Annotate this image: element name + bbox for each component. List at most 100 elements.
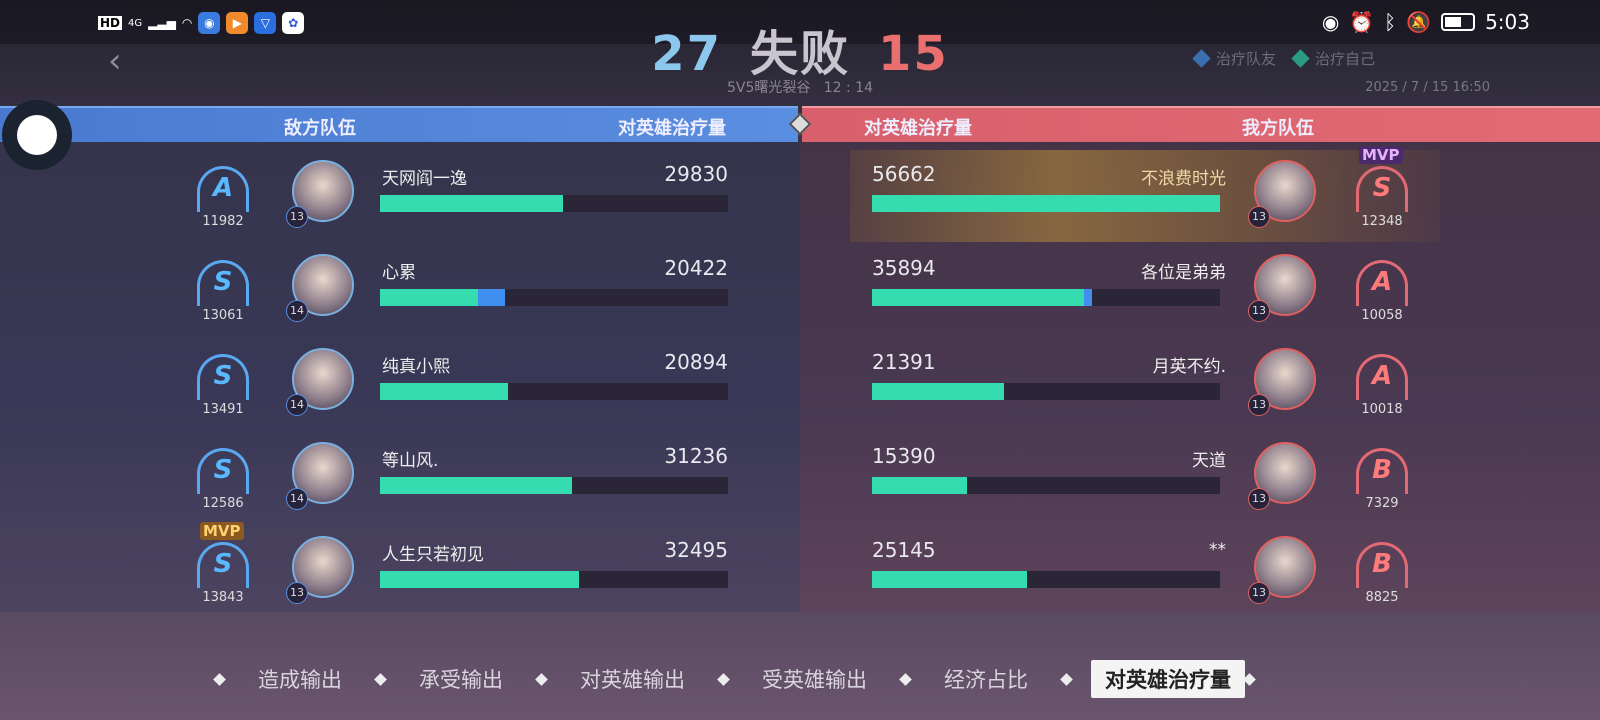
tab-5[interactable]: 对英雄治疗量 — [1091, 660, 1245, 698]
back-button[interactable]: ‹ — [108, 41, 122, 81]
hero-level: 13 — [286, 582, 308, 604]
ally-header: 对英雄治疗量 我方队伍 — [802, 106, 1600, 142]
heal-bar — [872, 571, 1220, 588]
player-name: 人生只若初见 — [382, 545, 484, 565]
diamond-separator-icon — [1060, 672, 1073, 686]
ally-player-row[interactable]: S 12348 MVP 13 不浪费时光 56662 — [0, 146, 1600, 236]
player-name: 天道 — [1192, 451, 1226, 471]
match-result: 失败 — [749, 26, 850, 82]
diamond-separator-icon — [213, 672, 226, 686]
hero-level: 13 — [286, 206, 308, 228]
ally-player-row[interactable]: B 7329 13 天道 15390 — [0, 428, 1600, 518]
tab-2[interactable]: 对英雄输出 — [580, 668, 685, 692]
floating-assistive-button[interactable] — [2, 100, 72, 170]
self-heal-fill — [872, 477, 967, 494]
hero-level: 13 — [1248, 394, 1270, 416]
grade-badge: S — [197, 260, 249, 306]
self-heal-fill — [380, 195, 564, 212]
legend-label: 治疗队友 — [1216, 50, 1277, 68]
match-datetime: 2025 / 7 / 15 16:50 — [1365, 80, 1490, 95]
hero-level: 13 — [1248, 488, 1270, 510]
heal-bar — [872, 477, 1220, 494]
enemy-player-row[interactable]: S 12586 14 等山风. 31236 — [0, 428, 1600, 518]
enemy-player-row[interactable]: S 13491 14 纯真小熙 20894 — [0, 334, 1600, 424]
match-info: 5V5曙光裂谷 12 : 14 — [0, 77, 1600, 97]
mvp-badge: MVP — [200, 522, 244, 540]
tab-1[interactable]: 承受输出 — [419, 668, 503, 692]
teammate-heal-fill — [477, 289, 506, 306]
enemy-team-label: 敌方队伍 — [284, 118, 356, 139]
game-mode: 5V5曙光裂谷 — [726, 80, 811, 96]
ally-player-row[interactable]: A 10018 13 月英不约. 21391 — [0, 334, 1600, 424]
diamond-separator-icon — [899, 672, 912, 686]
self-heal-fill — [380, 571, 580, 588]
diamond-separator-icon — [717, 672, 730, 686]
heal-bar — [872, 195, 1220, 212]
tab-4[interactable]: 经济占比 — [944, 668, 1028, 692]
diamond-icon — [1192, 49, 1211, 68]
ally-player-row[interactable]: B 8825 13 ** 25145 — [0, 522, 1600, 612]
grade-score: 13843 — [202, 590, 244, 605]
enemy-panel — [0, 142, 800, 612]
wifi-icon: ◠ — [181, 16, 193, 30]
heal-bar — [380, 477, 728, 494]
ally-player-row[interactable]: A 10058 13 各位是弟弟 35894 — [0, 240, 1600, 330]
heal-bar — [872, 289, 1220, 306]
diamond-separator-icon — [374, 672, 387, 686]
self-heal-fill — [380, 383, 509, 400]
player-name: 等山风. — [382, 451, 439, 471]
diamond-icon — [1291, 49, 1310, 68]
legend: 治疗队友 治疗自己 — [1192, 49, 1376, 68]
legend-label: 治疗自己 — [1315, 50, 1376, 68]
enemy-player-row[interactable]: A 11982 13 天网阎一逸 29830 — [0, 146, 1600, 236]
grade-score: 8825 — [1365, 590, 1399, 605]
player-name: 天网阎一逸 — [382, 169, 467, 189]
heal-value: 21391 — [872, 350, 936, 374]
app-icon: ▶ — [226, 12, 249, 34]
enemy-player-row[interactable]: S 13061 14 心累 20422 — [0, 240, 1600, 330]
grade-badge: A — [1356, 260, 1408, 306]
hero-avatar[interactable] — [1254, 160, 1316, 222]
self-heal-fill — [872, 383, 1004, 400]
player-name: 纯真小熙 — [382, 357, 450, 377]
player-name: 不浪费时光 — [1141, 169, 1226, 189]
heal-bar — [380, 383, 728, 400]
grade-score: 7329 — [1365, 496, 1399, 511]
grade-score: 13491 — [202, 402, 244, 417]
legend-teammate: 治疗队友 — [1192, 49, 1277, 68]
tab-3[interactable]: 受英雄输出 — [762, 668, 867, 692]
match-score: 27 失败 15 — [0, 14, 1600, 84]
heal-value: 31236 — [664, 444, 728, 468]
grade-score: 13061 — [202, 308, 244, 323]
grade-badge: S — [197, 448, 249, 494]
heal-value: 56662 — [872, 162, 936, 186]
enemy-player-row[interactable]: S 13843 MVP 13 人生只若初见 32495 — [0, 522, 1600, 612]
bluetooth-icon: ᛒ — [1384, 10, 1397, 34]
status-right: ◉ ⏰ ᛒ 🔕 5:03 — [1322, 10, 1530, 34]
grade-score: 11982 — [202, 214, 244, 229]
status-left: HD 4G ▂▃▅ ◠ ◉ ▶ ▽ ✿ — [98, 12, 305, 34]
player-name: ** — [1209, 540, 1226, 560]
grade-badge: B — [1356, 542, 1408, 588]
hero-level: 13 — [1248, 206, 1270, 228]
heal-bar — [380, 289, 728, 306]
match-duration: 12 : 14 — [823, 80, 873, 96]
hero-avatar[interactable] — [1254, 254, 1316, 316]
grade-score: 12586 — [202, 496, 244, 511]
signal-icon: ▂▃▅ — [148, 16, 176, 30]
eye-icon: ◉ — [1321, 10, 1340, 34]
heal-value: 20894 — [664, 350, 728, 374]
enemy-header: 敌方队伍 对英雄治疗量 — [0, 106, 798, 142]
hero-level: 14 — [286, 488, 308, 510]
tab-0[interactable]: 造成输出 — [258, 668, 342, 692]
ally-team-label: 我方队伍 — [1242, 118, 1314, 139]
heal-bar — [380, 195, 728, 212]
heal-bar — [872, 383, 1220, 400]
circle-icon — [17, 115, 57, 155]
grade-badge: S — [197, 542, 249, 588]
hero-avatar[interactable] — [292, 536, 354, 598]
legend-self: 治疗自己 — [1291, 49, 1376, 68]
network-indicator: 4G — [128, 17, 143, 29]
alarm-icon: ⏰ — [1349, 10, 1375, 34]
hero-level: 14 — [286, 300, 308, 322]
